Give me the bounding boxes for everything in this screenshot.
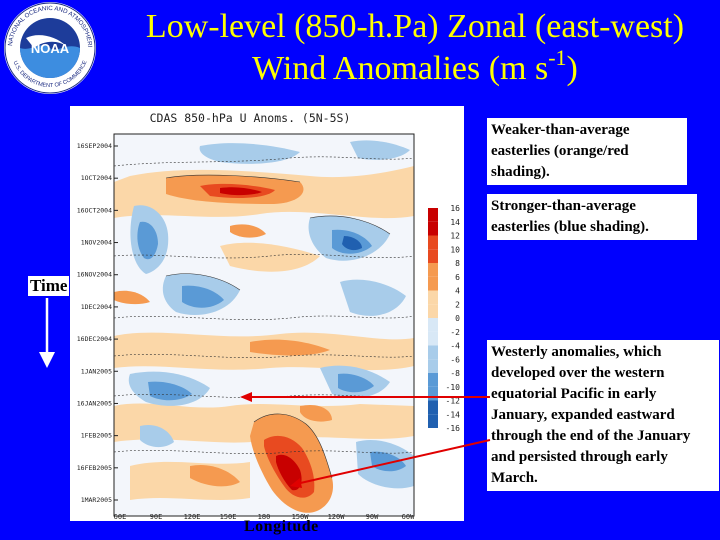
colorbar-label: -10: [446, 383, 461, 392]
colorbar-label: -4: [450, 342, 460, 351]
colorbar-label: 12: [450, 232, 460, 241]
plot-title: CDAS 850-hPa U Anoms. (5N-5S): [150, 111, 351, 125]
logo-center-text: NOAA: [31, 41, 70, 56]
colorbar-swatch: [428, 386, 438, 401]
x-tick-label: 120W: [328, 513, 346, 521]
annotation-stronger-easterlies: Stronger-than-average easterlies (blue s…: [487, 194, 697, 240]
colorbar-label: -14: [446, 410, 461, 419]
colorbar-swatch: [428, 331, 438, 346]
y-tick-label: 1DEC2004: [81, 303, 112, 311]
x-tick-label: 150W: [292, 513, 310, 521]
x-tick-label: 150E: [220, 513, 237, 521]
y-tick-label: 1NOV2004: [81, 239, 112, 247]
y-tick-label: 16NOV2004: [77, 271, 112, 279]
hovmoller-plot: CDAS 850-hPa U Anoms. (5N-5S): [77, 111, 460, 521]
colorbar-label: 14: [450, 218, 460, 227]
title-line-2: Wind Anomalies (m s-1): [110, 45, 720, 90]
contour-lines-solid: [165, 174, 391, 479]
colorbar-swatch: [428, 304, 438, 318]
colorbar-swatch: [428, 345, 438, 360]
colorbar-swatch: [428, 414, 438, 428]
colorbar-label: 2: [455, 300, 460, 309]
colorbar-swatch: [428, 359, 438, 373]
title-superscript: -1: [548, 45, 567, 70]
colorbar-label: 10: [450, 245, 460, 254]
time-axis-label: Time: [28, 276, 70, 296]
slide-title: Low-level (850-h.Pa) Zonal (east-west) W…: [110, 6, 720, 90]
noaa-seal-icon: NATIONAL OCEANIC AND ATMOSPHERIC ADMINIS…: [1, 0, 96, 94]
y-tick-label: 16FEB2005: [77, 464, 112, 472]
hovmoller-plot-panel: CDAS 850-hPa U Anoms. (5N-5S): [70, 106, 464, 521]
colorbar-label: 8: [455, 259, 460, 268]
colorbar-swatch: [428, 221, 438, 236]
contour-lines: [114, 156, 414, 455]
colorbar-label: 6: [455, 273, 460, 282]
colorbar-swatch: [428, 249, 438, 263]
y-tick-label: 16SEP2004: [77, 142, 112, 150]
y-tick-label: 16DEC2004: [77, 335, 112, 343]
y-axis-ticks: 16SEP2004 1OCT2004 16OCT2004 1NOV2004 16NOV2…: [77, 142, 118, 504]
y-tick-label: 1MAR2005: [81, 496, 112, 504]
x-tick-label: 120E: [184, 513, 201, 521]
time-arrow-icon: [39, 298, 55, 368]
colorbar-label: -16: [446, 424, 461, 433]
colorbar-label: 0: [455, 314, 460, 323]
x-tick-label: 90W: [366, 513, 379, 521]
annotation-westerly-anomalies: Westerly anomalies, which developed over…: [487, 340, 719, 491]
colorbar-label: -2: [450, 328, 460, 337]
annotation-weaker-easterlies: Weaker-than-average easterlies (orange/r…: [487, 118, 687, 185]
x-axis-ticks: 60E 90E 120E 150E 180 150W 120W 90W 60W: [114, 513, 415, 521]
colorbar-swatch: [428, 263, 438, 277]
colorbar-label: 16: [450, 204, 460, 213]
longitude-axis-label: Longitude: [244, 518, 319, 535]
x-tick-label: 180: [258, 513, 271, 521]
noaa-logo: NATIONAL OCEANIC AND ATMOSPHERIC ADMINIS…: [1, 0, 96, 94]
colorbar-label: -8: [450, 369, 460, 378]
colorbar-swatch: [428, 373, 438, 387]
colorbar: 16 14 12 10 8 6 4 2 0 -2 -4 -6 -8 -10 -12 -14 -16: [428, 204, 460, 433]
y-tick-label: 16JAN2005: [77, 399, 112, 407]
x-tick-label: 90E: [150, 513, 163, 521]
colorbar-swatch: [428, 290, 438, 305]
colorbar-label: 4: [455, 287, 460, 296]
colorbar-swatch: [428, 276, 438, 291]
x-tick-label: 60E: [114, 513, 127, 521]
title-line-2-text: Wind Anomalies (m s: [252, 50, 549, 87]
colorbar-swatch: [428, 235, 438, 250]
plot-frame: [113, 133, 415, 517]
y-tick-label: 1JAN2005: [81, 367, 112, 375]
y-tick-label: 16OCT2004: [77, 206, 112, 214]
colorbar-swatch: [428, 318, 438, 332]
y-tick-label: 1FEB2005: [81, 432, 112, 440]
title-line-1: Low-level (850-h.Pa) Zonal (east-west): [145, 8, 685, 45]
anomaly-field: [114, 134, 414, 516]
colorbar-swatch: [428, 400, 438, 415]
x-tick-label: 60W: [402, 513, 415, 521]
title-line-2-end: ): [566, 50, 578, 87]
colorbar-label: -12: [446, 397, 461, 406]
colorbar-swatch: [428, 208, 438, 222]
colorbar-label: -6: [450, 355, 460, 364]
y-tick-label: 1OCT2004: [81, 174, 112, 182]
